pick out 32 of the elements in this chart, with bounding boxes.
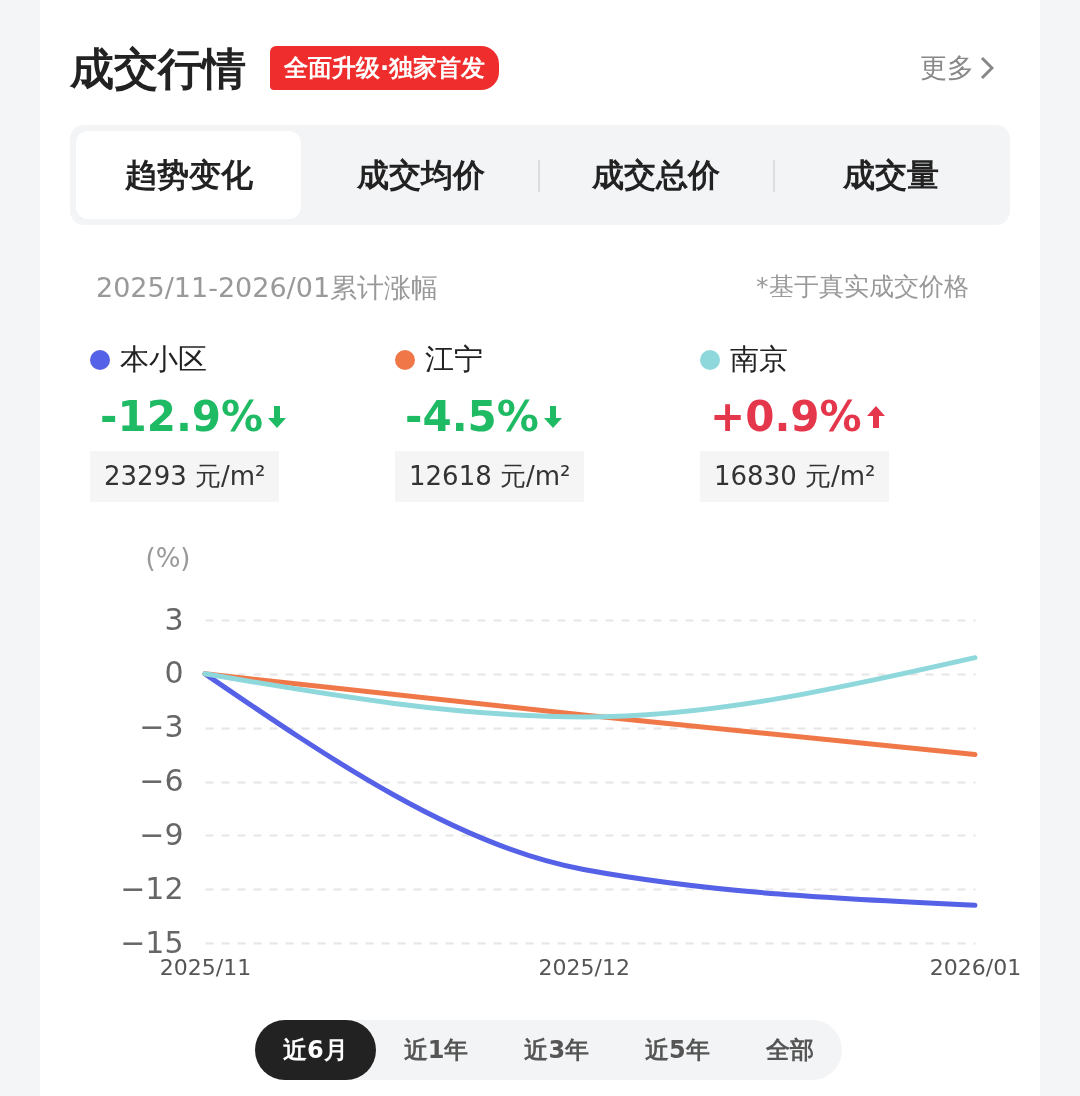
y-tick-label: 3 [164,601,184,637]
text: 成交量 [842,155,940,196]
text: 近1年 [402,1035,470,1066]
text: 成交均价 [356,155,486,196]
text: 全面升级·独家首发 [270,46,500,90]
text: 近6月 [255,1020,376,1080]
text: 近3年 [523,1035,591,1066]
x-tick-label: 2026/01 [929,954,1022,980]
y-tick-label: −9 [139,816,184,852]
y-tick-label: −6 [139,763,184,798]
legend-label: 南京 [730,341,788,378]
text: 成交总价 [591,155,721,196]
text: 16830 元/m² [700,451,890,502]
text: 23293 元/m² [90,451,280,502]
y-axis-title: (%) [145,542,191,573]
text: *基于真实成交价格 [756,271,969,303]
text: 更多 [920,51,974,85]
chart-title: 成交行情 [70,42,246,96]
y-tick-label: −12 [120,870,184,906]
text: 趋势变化 [76,131,301,219]
legend-label: 江宁 [425,341,483,378]
text: -12.9% [100,392,264,441]
chart-subtitle: 2025/11-2026/01累计涨幅 [96,271,439,305]
x-tick-label: 2025/12 [538,954,630,980]
text: 近5年 [644,1035,711,1066]
text: 全部 [764,1035,815,1066]
text: 12618 元/m² [395,451,585,502]
legend-label: 本小区 [120,341,207,378]
y-tick-label: 0 [164,655,184,691]
text: -4.5% [405,392,539,441]
y-tick-label: −3 [139,709,184,745]
text: +0.9% [710,392,862,441]
